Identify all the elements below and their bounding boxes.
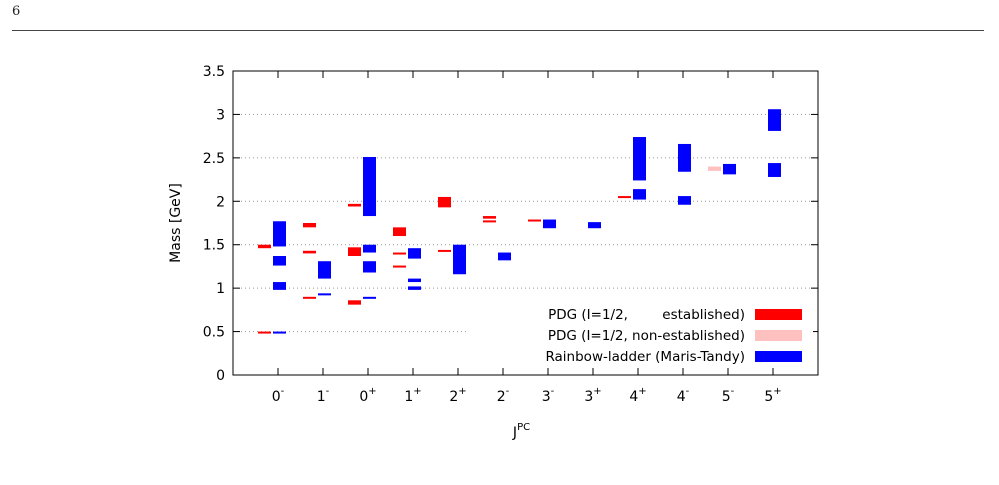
x-axis-label-base: J (512, 425, 517, 441)
rainbow-ladder-bar (273, 282, 286, 290)
y-tick-label: 0.5 (203, 325, 225, 341)
rainbow-ladder-bar (363, 296, 376, 299)
plot-frame (232, 70, 819, 376)
pdg-established-bar (303, 250, 316, 254)
rainbow-ladder-bar (678, 143, 691, 172)
axis-ticks: 0 0.5 1 1.5 2 2.5 3 3.5 0- 1- 0+ 1+ 2+ 2- 3- 3+ 4+ 4- 5- 5+ (203, 64, 818, 405)
x-tick-label: 0+ (359, 386, 376, 405)
pdg-established-bar (348, 203, 361, 207)
pdg-non-established-bar (708, 166, 721, 171)
x-tick-label: 3- (542, 386, 555, 405)
pdg-established-bar (618, 196, 631, 199)
x-axis-label-sup: PC (517, 422, 530, 433)
y-tick-label: 3 (216, 107, 225, 123)
rainbow-ladder-bar (498, 252, 511, 261)
pdg-established-bar (348, 300, 361, 305)
legend-entry-label: Rainbow-ladder (Maris-Tandy) (545, 349, 745, 365)
rainbow-ladder-bar (273, 221, 286, 247)
rainbow-ladder-bar (633, 137, 646, 181)
rainbow-ladder-bar (363, 156, 376, 217)
rainbow-ladder-bar (588, 222, 601, 229)
legend-swatch (755, 351, 802, 362)
pdg-established-bar (258, 331, 271, 334)
rainbow-ladder-bar (408, 278, 421, 283)
rainbow-ladder-bar (678, 196, 691, 205)
x-tick-label: 4+ (629, 386, 646, 405)
pdg-established-bar (438, 196, 451, 208)
pdg-established-bar (528, 219, 541, 222)
grid-lines (233, 113, 818, 333)
rainbow-ladder-bar (408, 248, 421, 259)
pdg-established-bar (393, 227, 406, 237)
rainbow-ladder-bar (318, 261, 331, 279)
x-tick-label: 4- (677, 386, 690, 405)
pdg-established-bar (393, 252, 406, 255)
pdg-established-bar (393, 265, 406, 268)
pdg-established-bar (483, 216, 496, 219)
x-tick-label: 0- (272, 386, 285, 405)
x-tick-label: 2- (497, 386, 510, 405)
legend-entry-label: PDG (I=1/2, non-established) (548, 328, 745, 344)
y-tick-label: 3.5 (203, 64, 225, 80)
x-tick-label: 1+ (404, 386, 421, 405)
legend-swatch (755, 330, 802, 341)
y-tick-label: 2 (216, 194, 225, 210)
y-tick-label: 0 (216, 368, 225, 384)
pdg-established-bar (258, 244, 271, 249)
rainbow-ladder-bar (318, 293, 331, 296)
rainbow-ladder-bar (453, 244, 466, 275)
legend-entry-label: PDG (I=1/2, established) (548, 307, 745, 323)
x-tick-label: 3+ (584, 386, 601, 405)
page-number: 6 (12, 4, 21, 19)
y-tick-label: 2.5 (203, 151, 225, 167)
rainbow-ladder-bar (543, 219, 556, 229)
pdg-established-bar (483, 220, 496, 223)
header-rule (12, 30, 984, 31)
legend-swatch (755, 309, 802, 320)
x-tick-label: 2+ (449, 386, 466, 405)
x-tick-label: 5+ (764, 386, 781, 405)
x-tick-label: 1- (317, 386, 330, 405)
rainbow-ladder-bar (768, 163, 781, 177)
rainbow-ladder-bar (363, 261, 376, 273)
pdg-established-bar (303, 223, 316, 228)
legend: PDG (I=1/2, established) PDG (I=1/2, non-… (468, 300, 813, 368)
rainbow-ladder-bar (723, 163, 736, 175)
pdg-established-bar (348, 247, 361, 257)
pdg-established-bar (438, 249, 451, 252)
y-tick-label: 1.5 (203, 238, 225, 254)
rainbow-ladder-bar (768, 109, 781, 131)
rainbow-ladder-bar (363, 244, 376, 253)
y-tick-label: 1 (216, 281, 225, 297)
rainbow-ladder-bar (408, 286, 421, 290)
y-axis-label: Mass [GeV] (168, 183, 184, 263)
rainbow-ladder-bar (273, 331, 286, 334)
x-axis-label: JPC (512, 422, 530, 441)
rainbow-ladder-bar (633, 189, 646, 200)
rainbow-ladder-bar (273, 256, 286, 266)
chart-bars (258, 109, 781, 334)
x-tick-label: 5- (722, 386, 735, 405)
pdg-established-bar (303, 296, 316, 299)
